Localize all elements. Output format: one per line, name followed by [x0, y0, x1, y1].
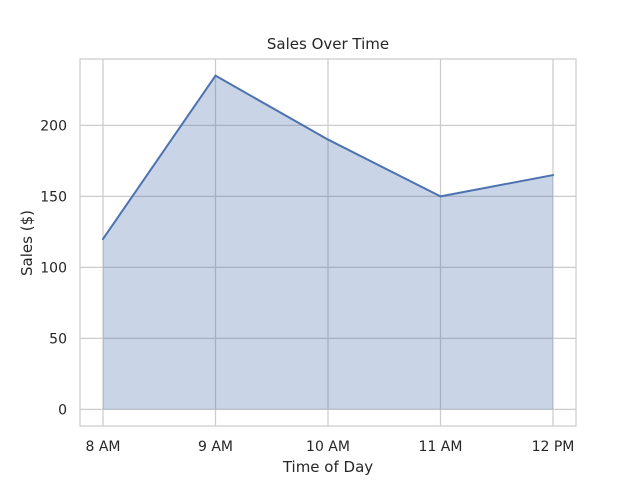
x-tick-label: 12 PM — [532, 439, 575, 455]
area-series — [102, 74, 554, 410]
plot-frame — [79, 58, 577, 427]
x-tick-label: 10 AM — [306, 439, 350, 455]
grid-lines — [80, 59, 576, 426]
data-point — [214, 74, 217, 77]
x-axis-title: Time of Day — [282, 458, 373, 476]
y-tick-label: 150 — [40, 189, 67, 205]
y-tick-label: 200 — [40, 118, 67, 134]
y-tick-label: 100 — [40, 260, 67, 276]
data-point — [439, 195, 442, 198]
data-point — [327, 138, 329, 141]
y-axis-title: Sales ($) — [18, 210, 36, 276]
area-fill — [103, 75, 553, 410]
tick-labels: 8 AM 9 AM 10 AM 11 AM 12 PM 0 50 100 150 200 — [40, 118, 574, 455]
y-tick-label: 0 — [58, 402, 67, 418]
x-tick-label: 8 AM — [85, 439, 120, 455]
x-tick-label: 11 AM — [419, 439, 463, 455]
data-point — [102, 237, 104, 240]
chart-title: Sales Over Time — [267, 35, 389, 53]
y-tick-label: 50 — [49, 331, 67, 347]
data-point — [552, 174, 554, 177]
x-tick-label: 9 AM — [198, 439, 233, 455]
